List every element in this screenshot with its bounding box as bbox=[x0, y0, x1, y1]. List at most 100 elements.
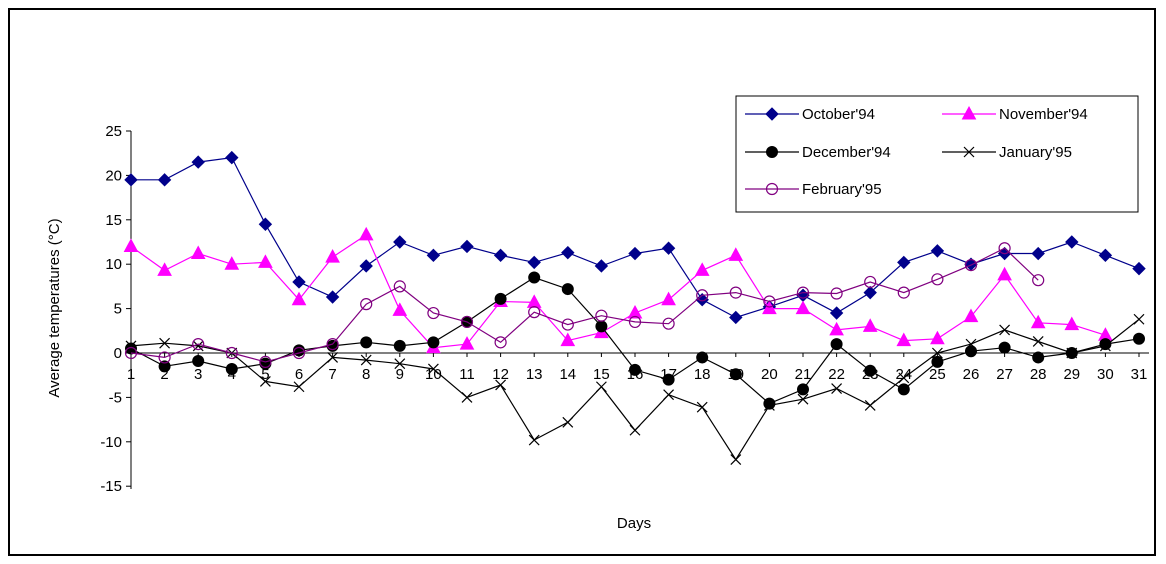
data-point bbox=[695, 293, 709, 307]
data-point bbox=[427, 363, 439, 375]
x-tick-label: 2 bbox=[160, 366, 168, 383]
data-point bbox=[661, 291, 676, 306]
x-tick-label: 25 bbox=[929, 366, 946, 383]
data-point bbox=[426, 248, 441, 263]
x-tick-label: 12 bbox=[492, 366, 509, 383]
data-point bbox=[1133, 313, 1145, 325]
legend-marker bbox=[766, 146, 778, 158]
data-point bbox=[627, 304, 643, 319]
data-point bbox=[663, 389, 675, 401]
data-point bbox=[157, 262, 172, 276]
x-tick-label: 5 bbox=[261, 366, 269, 383]
data-point bbox=[831, 383, 843, 394]
data-point bbox=[594, 259, 609, 273]
data-point bbox=[963, 308, 979, 323]
data-point bbox=[259, 355, 272, 368]
data-point bbox=[997, 266, 1012, 281]
data-point bbox=[763, 397, 776, 410]
data-point bbox=[1099, 340, 1111, 352]
data-point bbox=[392, 302, 408, 316]
data-point bbox=[158, 351, 171, 364]
legend-label: February'95 bbox=[802, 181, 882, 198]
data-point bbox=[562, 416, 574, 428]
data-point bbox=[1032, 351, 1045, 364]
y-tick-label: 20 bbox=[105, 167, 122, 184]
legend-marker bbox=[961, 105, 977, 120]
data-point bbox=[931, 355, 944, 368]
data-point bbox=[494, 292, 507, 305]
x-tick-label: 13 bbox=[526, 366, 543, 383]
data-point bbox=[360, 298, 373, 311]
x-tick-label: 14 bbox=[559, 366, 576, 383]
x-tick-label: 29 bbox=[1063, 366, 1080, 383]
legend: October'94 November'94 December'94 January'… bbox=[735, 95, 1139, 213]
data-point bbox=[157, 173, 172, 187]
data-point bbox=[394, 358, 406, 370]
legend-label: December'94 bbox=[802, 144, 891, 161]
x-tick-label: 10 bbox=[425, 366, 442, 383]
y-tick-label: 5 bbox=[114, 301, 122, 318]
x-tick-label: 7 bbox=[328, 366, 336, 383]
data-point bbox=[696, 401, 708, 413]
data-point bbox=[358, 226, 374, 241]
data-point bbox=[291, 291, 307, 306]
data-point bbox=[629, 363, 641, 376]
data-point bbox=[192, 354, 205, 367]
data-point bbox=[730, 454, 742, 465]
data-point bbox=[528, 271, 541, 284]
data-point bbox=[192, 340, 204, 352]
data-point bbox=[662, 317, 675, 330]
data-point bbox=[561, 245, 575, 260]
y-tick-label: 25 bbox=[105, 123, 122, 140]
data-point bbox=[662, 373, 675, 386]
data-point bbox=[729, 286, 742, 299]
data-point bbox=[495, 379, 507, 391]
data-point bbox=[192, 338, 205, 351]
series-line bbox=[130, 234, 1106, 349]
data-point bbox=[628, 246, 642, 261]
x-tick-label: 1 bbox=[127, 366, 135, 383]
data-point bbox=[931, 347, 943, 359]
data-point bbox=[1099, 338, 1112, 351]
data-point bbox=[1064, 316, 1080, 331]
x-axis-label: Days bbox=[617, 515, 651, 532]
x-tick-label: 3 bbox=[194, 366, 202, 383]
data-point bbox=[696, 351, 709, 364]
data-point bbox=[729, 368, 742, 381]
data-point bbox=[595, 381, 607, 393]
data-point bbox=[393, 339, 406, 352]
data-point bbox=[1032, 274, 1045, 287]
data-point bbox=[159, 337, 171, 349]
data-point bbox=[897, 286, 910, 299]
data-point bbox=[999, 324, 1011, 336]
data-point bbox=[595, 309, 608, 322]
legend-label: January'95 bbox=[999, 144, 1072, 161]
data-point bbox=[461, 391, 473, 403]
data-point bbox=[527, 255, 541, 270]
y-tick-label: 0 bbox=[114, 345, 122, 362]
line-chart: 2520151050-5-10-151234567891011121314151… bbox=[46, 95, 1149, 532]
data-point bbox=[1133, 332, 1145, 345]
data-point bbox=[829, 306, 844, 320]
x-tick-label: 28 bbox=[1030, 366, 1047, 383]
data-point bbox=[393, 235, 407, 249]
data-point bbox=[460, 239, 474, 254]
data-point bbox=[797, 383, 809, 396]
data-point bbox=[124, 173, 138, 187]
data-point bbox=[864, 399, 876, 411]
data-point bbox=[1030, 314, 1046, 329]
data-point bbox=[325, 249, 340, 263]
data-point bbox=[494, 336, 507, 349]
data-point bbox=[561, 283, 574, 296]
data-point bbox=[629, 424, 641, 436]
data-point bbox=[998, 242, 1011, 255]
axes: 2520151050-5-10-151234567891011121314151… bbox=[100, 123, 1149, 495]
data-point bbox=[292, 346, 306, 360]
legend-item-5: February'95 bbox=[745, 181, 882, 198]
legend-box bbox=[735, 95, 1139, 213]
data-point bbox=[661, 241, 676, 255]
data-point bbox=[1098, 248, 1113, 263]
x-tick-label: 21 bbox=[795, 366, 812, 383]
legend-item-2: November'94 bbox=[942, 105, 1088, 123]
data-point bbox=[830, 287, 843, 300]
